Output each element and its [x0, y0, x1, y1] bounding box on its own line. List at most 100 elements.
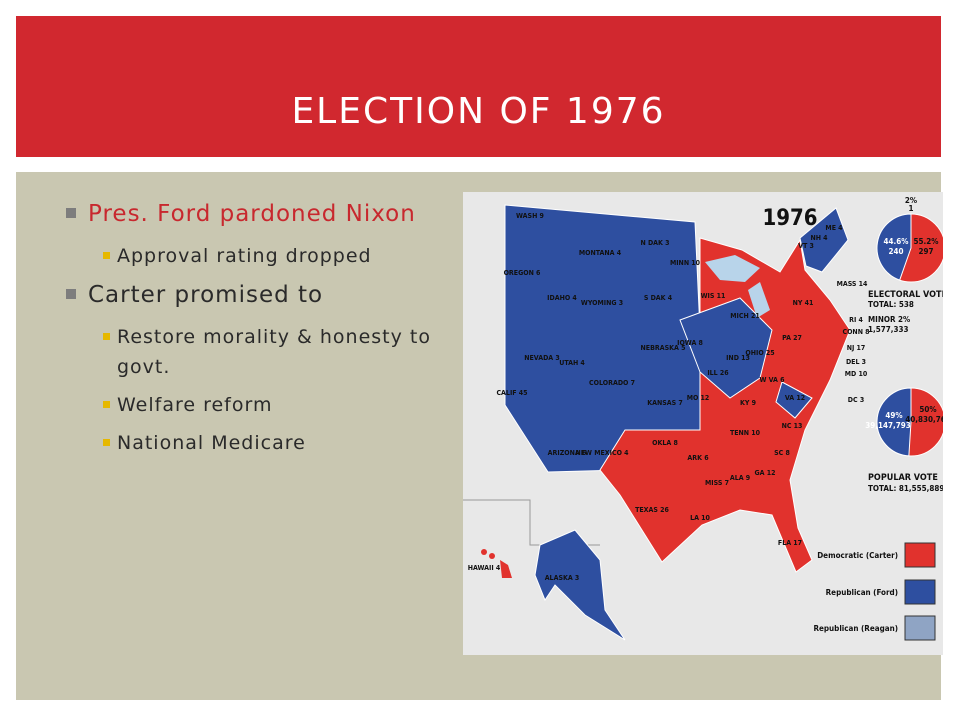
- legend-swatch: [904, 579, 936, 605]
- sub-bullet: Approval rating dropped: [103, 241, 462, 271]
- state-label: NJ 17: [847, 344, 866, 352]
- state-label: MICH 21: [730, 312, 759, 320]
- map-text: POPULAR VOTE: [868, 473, 938, 483]
- state-label: IOWA 8: [677, 339, 703, 347]
- republican-northeast: [799, 207, 849, 273]
- state-label: IDAHO 4: [547, 294, 577, 302]
- map-text: 240: [888, 247, 903, 256]
- sub-bullet: Welfare reform: [103, 390, 462, 420]
- map-text: MINOR 2%: [868, 315, 910, 324]
- bullet-list: Pres. Ford pardoned Nixon Approval rating…: [64, 190, 464, 458]
- state-label: ILL 26: [707, 369, 729, 377]
- state-label: PA 27: [782, 334, 802, 342]
- legend-label: Republican (Ford): [826, 588, 898, 597]
- bullet: Carter promised to: [64, 277, 464, 314]
- state-label: MO 12: [687, 394, 710, 402]
- state-label: MINN 10: [670, 259, 701, 267]
- map-text: TOTAL: 81,555,889: [868, 484, 943, 493]
- state-label: W VA 6: [760, 376, 786, 384]
- hawaii-shape: [481, 549, 487, 555]
- state-label: WIS 11: [701, 292, 726, 300]
- state-label: TEXAS 26: [635, 506, 669, 514]
- state-label: NEBRASKA 5: [641, 344, 686, 352]
- map-text: 55.2%: [914, 237, 939, 246]
- state-label: OREGON 6: [504, 269, 541, 277]
- map-text: 2%: [905, 196, 917, 205]
- hawaii-shape: [500, 560, 512, 578]
- state-label: NH 4: [810, 234, 828, 242]
- map-text: 297: [918, 247, 933, 256]
- pie-republican: [876, 387, 912, 457]
- republican-virginia: [775, 381, 813, 419]
- map-text: 44.6%: [884, 237, 909, 246]
- alaska-shape: [534, 529, 626, 641]
- state-label: N DAK 3: [640, 239, 669, 247]
- state-label: RI 4: [849, 316, 863, 324]
- bullet: Pres. Ford pardoned Nixon: [64, 196, 464, 233]
- state-label: DEL 3: [846, 358, 866, 366]
- state-label: NEW MEXICO 4: [575, 449, 629, 457]
- state-label: ARK 6: [687, 454, 709, 462]
- state-label: CALIF 45: [496, 389, 527, 397]
- state-label: ME 4: [825, 224, 843, 232]
- state-label: OKLA 8: [652, 439, 678, 447]
- state-label: NY 41: [793, 299, 814, 307]
- state-label: NEVADA 3: [524, 354, 560, 362]
- map-text: 50%: [919, 405, 936, 414]
- title-banner: ELECTION OF 1976: [16, 16, 941, 157]
- map-text: 49%: [885, 411, 902, 420]
- state-label: IND 13: [726, 354, 750, 362]
- state-label: KY 9: [740, 399, 756, 407]
- map-text: ELECTORAL VOTE: [868, 290, 943, 300]
- state-label: ALASKA 3: [545, 574, 580, 582]
- legend-label: Democratic (Carter): [817, 551, 898, 560]
- hawaii-shape: [489, 553, 495, 559]
- democratic-region: [599, 237, 851, 573]
- state-label: WASH 9: [516, 212, 544, 220]
- map-text: 39,147,793: [865, 421, 911, 430]
- state-label: ALA 9: [730, 474, 750, 482]
- state-label: ARIZONA 6: [548, 449, 587, 457]
- state-label: S DAK 4: [644, 294, 673, 302]
- map-text: 1: [908, 204, 913, 213]
- state-label: LA 10: [690, 514, 710, 522]
- legend-label: Republican (Reagan): [813, 624, 898, 633]
- state-label: NC 13: [782, 422, 803, 430]
- map-text: TOTAL: 538: [868, 300, 914, 309]
- legend-swatch: [904, 615, 936, 641]
- state-label: SC 8: [774, 449, 790, 457]
- state-labels: WASH 9 OREGON 6 CALIF 45 NEVADA 3 IDAHO 4 MON…: [468, 212, 870, 582]
- map-text: 40,830,763: [905, 415, 943, 424]
- state-label: MISS 7: [705, 479, 729, 487]
- state-label: COLORADO 7: [589, 379, 635, 387]
- state-label: MONTANA 4: [579, 249, 622, 257]
- state-label: VA 12: [785, 394, 805, 402]
- great-lakes: [705, 255, 760, 282]
- sub-bullet: National Medicare: [103, 428, 462, 458]
- state-label: VT 3: [798, 242, 814, 250]
- pie-republican: [876, 213, 912, 281]
- legend-swatch: [904, 542, 936, 568]
- great-lakes: [748, 282, 770, 318]
- map-text: 1,577,333: [868, 325, 909, 334]
- republican-midwest: [679, 297, 773, 399]
- state-label: OHIO 25: [745, 349, 774, 357]
- map-title: 1976: [762, 206, 817, 231]
- state-label: FLA 17: [778, 539, 802, 547]
- state-label: KANSAS 7: [647, 399, 683, 407]
- state-label: MASS 14: [837, 280, 868, 288]
- slide-title: ELECTION OF 1976: [291, 91, 666, 132]
- state-label: WYOMING 3: [581, 299, 623, 307]
- state-label: DC 3: [848, 396, 864, 404]
- state-label: HAWAII 4: [468, 564, 501, 572]
- map-legend: Democratic (Carter) Republican (Ford) Repu…: [813, 542, 936, 641]
- state-label: GA 12: [755, 469, 776, 477]
- state-label: UTAH 4: [559, 359, 585, 367]
- state-label: CONN 8: [842, 328, 869, 336]
- sub-bullet: Restore morality & honesty to govt.: [103, 322, 462, 382]
- state-label: MD 10: [845, 370, 868, 378]
- state-label: TENN 10: [730, 429, 761, 437]
